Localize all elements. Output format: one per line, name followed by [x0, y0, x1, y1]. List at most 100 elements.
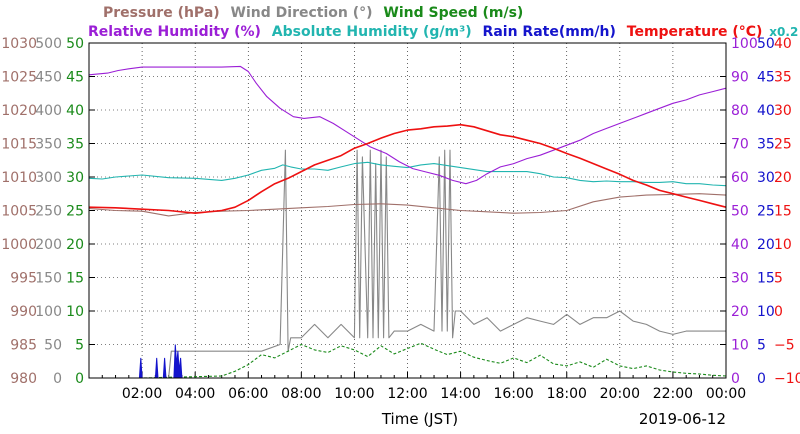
y-tick-label-humidity: 70 [731, 137, 749, 153]
y-tick-label-wind-speed: 0 [75, 371, 84, 387]
y-tick-label-humidity: 20 [731, 304, 749, 320]
y-tick-label-temperature: 30 [774, 103, 792, 119]
series-temperature-c [88, 123, 727, 214]
legend-temperature: Temperature (°C) [627, 24, 763, 40]
y-tick-label-wind-speed: 35 [66, 137, 84, 153]
y-tick-label-wind-speed: 30 [66, 170, 84, 186]
y-tick-label-wind-direction: 450 [35, 70, 62, 86]
y-tick-label-humidity: 40 [731, 237, 749, 253]
y-tick-label-wind-direction: 200 [35, 237, 62, 253]
legend-absolute-humidity: Absolute Humidity (g/m³) [272, 24, 472, 40]
y-tick-label-wind-direction: 250 [35, 204, 62, 220]
y-tick-label-wind-direction: 400 [35, 103, 62, 119]
y-tick-label-humidity: 0 [731, 371, 740, 387]
y-tick-label-pressure: 1030 [1, 36, 37, 52]
y-tick-label-wind-speed: 50 [66, 36, 84, 52]
legend-wind-speed: Wind Speed (m/s) [383, 5, 523, 21]
y-tick-label-wind-speed: 5 [75, 338, 84, 354]
x-tick-label: 14:00 [440, 386, 480, 402]
y-tick-label-pressure: 1000 [1, 237, 37, 253]
y-tick-label-wind-direction: 300 [35, 170, 62, 186]
y-tick-label-wind-direction: 100 [35, 304, 62, 320]
y-tick-label-pressure: 990 [10, 304, 37, 320]
y-tick-label-pressure: 1010 [1, 170, 37, 186]
y-tick-label-humidity: 10 [731, 338, 749, 354]
y-tick-label-temperature: 15 [774, 204, 792, 220]
y-tick-label-humidity: 90 [731, 70, 749, 86]
x-axis-label: Time (JST) [381, 410, 458, 428]
y-tick-label-humidity: 50 [731, 204, 749, 220]
data-series [88, 65, 727, 379]
y-tick-label-wind-speed: 15 [66, 271, 84, 287]
y-tick-label-wind-speed: 40 [66, 103, 84, 119]
y-tick-label-pressure: 1020 [1, 103, 37, 119]
y-tick-label-wind-speed: 25 [66, 204, 84, 220]
y-tick-label-temperature: 5 [774, 271, 783, 287]
y-tick-label-temperature: 10 [774, 237, 792, 253]
y-tick-label-wind-direction: 0 [53, 371, 62, 387]
y-tick-label-pressure: 1015 [1, 137, 37, 153]
y-tick-label-rain-rate: 35 [757, 137, 775, 153]
series-relative-humidity [88, 65, 727, 185]
legend-row-1: Pressure (hPa) Wind Direction (°) Wind S… [103, 5, 523, 21]
x-tick-label: 18:00 [547, 386, 587, 402]
y-tick-label-wind-direction: 150 [35, 271, 62, 287]
y-tick-label-wind-direction: 500 [35, 36, 62, 52]
y-tick-label-rain-rate: 15 [757, 271, 775, 287]
y-tick-label-rain-rate: 45 [757, 70, 775, 86]
legend-wind-direction: Wind Direction (°) [231, 5, 373, 21]
y-tick-label-pressure: 995 [10, 271, 37, 287]
y-tick-label-rain-rate: 5 [757, 338, 766, 354]
y-tick-label-humidity: 100 [731, 36, 758, 52]
y-tick-label-humidity: 60 [731, 170, 749, 186]
x-tick-label: 02:00 [122, 386, 162, 402]
y-tick-label-pressure: 980 [10, 371, 37, 387]
y-tick-label-rain-rate: 0 [757, 371, 766, 387]
y-tick-label-rain-rate: 50 [757, 36, 775, 52]
x-tick-label: 04:00 [175, 386, 215, 402]
series-absolute-humidity-g-m [88, 161, 727, 187]
x-tick-label: 16:00 [493, 386, 533, 402]
x-tick-label: 06:00 [228, 386, 268, 402]
y-tick-label-pressure: 1025 [1, 70, 37, 86]
x-tick-label: 00:00 [706, 386, 746, 402]
y-tick-label-temperature: 25 [774, 137, 792, 153]
legend-scale-note: x0.2 [769, 25, 798, 39]
x-tick-label: 08:00 [281, 386, 321, 402]
plot-frame [88, 42, 727, 379]
legend-row-2: Relative Humidity (%) Absolute Humidity … [88, 24, 798, 40]
y-tick-label-pressure: 985 [10, 338, 37, 354]
date-label: 2019-06-12 [639, 410, 726, 428]
series-wind-speed-m-s [89, 342, 727, 379]
y-tick-label-rain-rate: 25 [757, 204, 775, 220]
y-tick-label-temperature: −10 [774, 371, 800, 387]
series-wind-direction [89, 149, 726, 379]
y-tick-label-temperature: 35 [774, 70, 792, 86]
y-tick-label-temperature: −5 [774, 338, 795, 354]
y-tick-label-wind-speed: 10 [66, 304, 84, 320]
y-tick-label-temperature: 0 [774, 304, 783, 320]
y-tick-label-humidity: 80 [731, 103, 749, 119]
y-tick-label-temperature: 40 [774, 36, 792, 52]
y-tick-label-wind-speed: 20 [66, 237, 84, 253]
y-tick-label-rain-rate: 20 [757, 237, 775, 253]
legend-rain-rate: Rain Rate(mm/h) [483, 24, 616, 40]
y-tick-label-rain-rate: 30 [757, 170, 775, 186]
y-tick-label-temperature: 20 [774, 170, 792, 186]
x-tick-label: 10:00 [334, 386, 374, 402]
y-tick-label-pressure: 1005 [1, 204, 37, 220]
axes: 02:00 04:00 06:00 08:00 10:00 12:00 14:00 16:00… [1, 36, 800, 402]
legend-pressure: Pressure (hPa) [103, 5, 220, 21]
y-tick-label-humidity: 30 [731, 271, 749, 287]
x-tick-label: 20:00 [600, 386, 640, 402]
y-tick-label-rain-rate: 40 [757, 103, 775, 119]
y-tick-label-wind-direction: 350 [35, 137, 62, 153]
legend-relative-humidity: Relative Humidity (%) [88, 24, 261, 40]
x-tick-label: 22:00 [653, 386, 693, 402]
x-tick-label: 12:00 [387, 386, 427, 402]
y-tick-label-rain-rate: 10 [757, 304, 775, 320]
y-tick-label-wind-direction: 50 [44, 338, 62, 354]
y-tick-label-wind-speed: 45 [66, 70, 84, 86]
